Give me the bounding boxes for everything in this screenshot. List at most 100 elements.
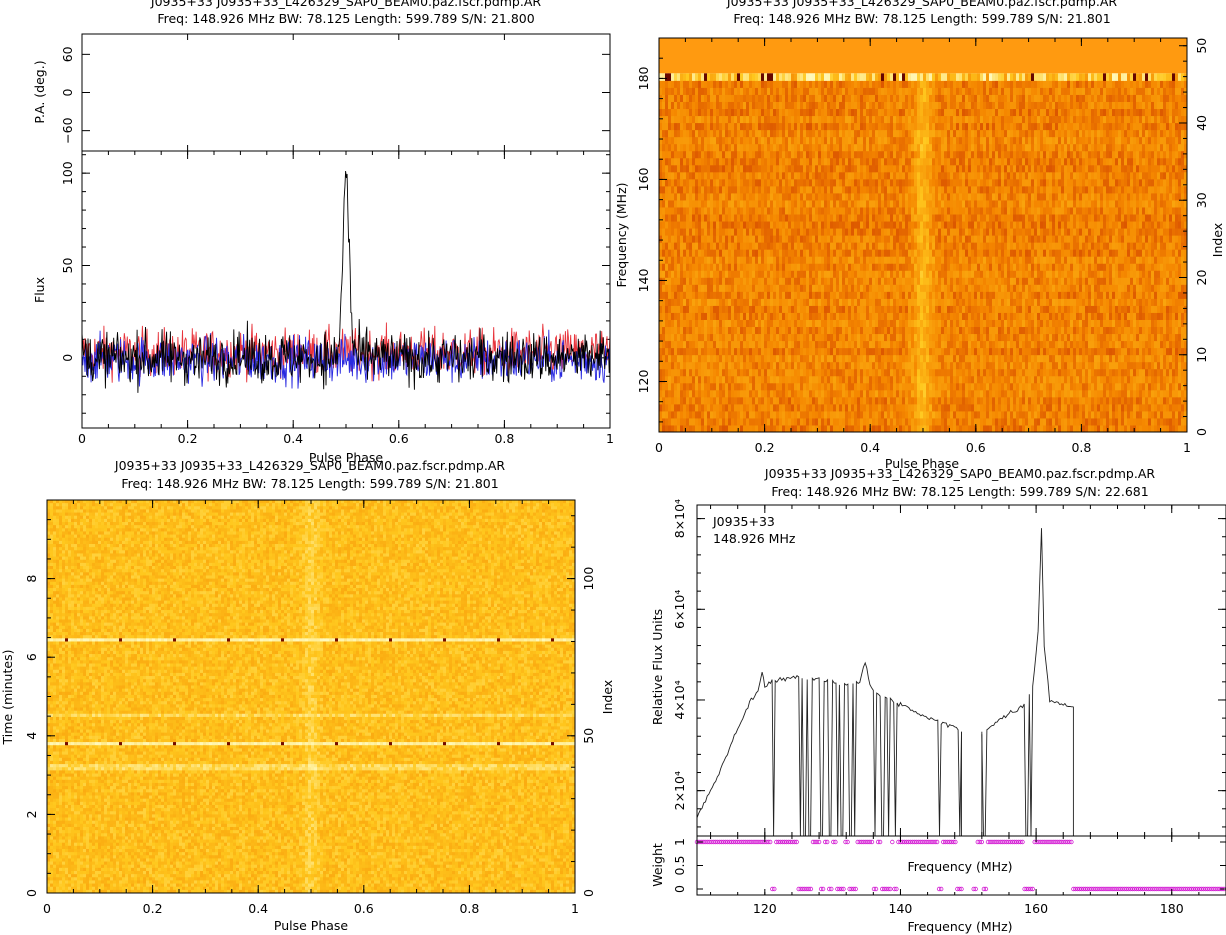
phasefreq-cell [659,242,662,250]
phasefreq-cell [1169,277,1172,285]
phasefreq-cell [998,270,1001,278]
phasefreq-cell [974,312,977,320]
phasefreq-cell [839,404,842,412]
phasefreq-cell [1103,284,1106,292]
phasefreq-cell [866,327,869,335]
phasefreq-cell [734,327,737,335]
phasefreq-cell [794,348,797,356]
phasefreq-cell [1142,334,1145,342]
phasefreq-cell [674,383,677,391]
phasefreq-cell [698,425,701,433]
phasefreq-cell [899,348,902,356]
phasefreq-cell [686,242,689,250]
phasefreq-cell [962,369,965,377]
phasefreq-cell [791,383,794,391]
phasefreq-cell [920,404,923,412]
phasefreq-cell [686,270,689,278]
phasefreq-cell [815,235,818,243]
phasefreq-cell [848,404,851,412]
phasefreq-cell [1043,305,1046,313]
phasefreq-cell [800,411,803,419]
phasefreq-cell [998,418,1001,426]
phasefreq-cell [1028,327,1031,335]
phasefreq-cell [947,397,950,405]
phasefreq-cell [677,235,680,243]
phasefreq-cell [983,305,986,313]
phasefreq-cell [707,284,710,292]
phasefreq-cell [1079,291,1082,299]
phasefreq-cell [866,348,869,356]
phasefreq-cell [1136,291,1139,299]
phasefreq-cell [1046,319,1049,327]
phasefreq-cell [728,418,731,426]
phasefreq-cell [1031,312,1034,320]
phasefreq-cell [983,249,986,257]
phasefreq-cell [776,263,779,271]
phasefreq-cell [869,390,872,398]
phasefreq-cell [695,291,698,299]
phasefreq-cell [830,256,833,264]
phasefreq-cell [1082,376,1085,384]
phasefreq-cell [1058,390,1061,398]
phasefreq-cell [803,411,806,419]
phasefreq-cell [1160,369,1163,377]
phasefreq-cell [851,327,854,335]
phasefreq-cell [797,284,800,292]
phasefreq-cell [815,362,818,370]
phasefreq-cell [1067,418,1070,426]
phasefreq-cell [818,270,821,278]
phasefreq-cell [695,341,698,349]
phasefreq-cell [1046,249,1049,257]
phasefreq-cell [1112,418,1115,426]
phasefreq-cell [746,390,749,398]
phasefreq-cell [1169,411,1172,419]
phasefreq-cell [821,312,824,320]
phasefreq-cell [1079,369,1082,377]
phasefreq-cell [1181,270,1184,278]
phasefreq-cell [893,305,896,313]
phasefreq-cell [1139,348,1142,356]
phasefreq-cell [989,397,992,405]
phasefreq-cell [737,418,740,426]
phasefreq-cell [1094,404,1097,412]
phasefreq-cell [1067,312,1070,320]
phasefreq-cell [1085,291,1088,299]
phasefreq-cell [1097,263,1100,271]
phasefreq-cell [1052,284,1055,292]
phasefreq-cell [992,327,995,335]
phasefreq-cell [1055,270,1058,278]
phasefreq-cell [923,319,926,327]
phasefreq-cell [752,411,755,419]
phasefreq-cell [752,256,755,264]
phasefreq-cell [665,319,668,327]
phasefreq-cell [1019,270,1022,278]
phasefreq-cell [827,235,830,243]
phasefreq-cell [1037,390,1040,398]
phasefreq-cell [743,397,746,405]
phasefreq-cell [845,305,848,313]
phasefreq-cell [683,291,686,299]
phasefreq-cell [1064,390,1067,398]
phasefreq-cell [671,312,674,320]
phasefreq-cell [1094,277,1097,285]
phasefreq-cell [1007,341,1010,349]
phasefreq-cell [974,305,977,313]
phasefreq-cell [1049,425,1052,433]
phasefreq-cell [1043,319,1046,327]
phasefreq-cell [833,348,836,356]
phasefreq-cell [737,270,740,278]
phasefreq-cell [794,369,797,377]
phasefreq-cell [1148,397,1151,405]
phasefreq-cell [1082,242,1085,250]
phasefreq-cell [812,263,815,271]
phasefreq-cell [857,355,860,363]
phasefreq-cell [857,305,860,313]
phasefreq-cell [1175,404,1178,412]
phasefreq-cell [1016,404,1019,412]
phasefreq-cell [923,376,926,384]
phasefreq-cell [1052,319,1055,327]
phasefreq-cell [1151,397,1154,405]
phasefreq-cell [974,249,977,257]
phasefreq-cell [749,390,752,398]
phasefreq-cell [791,355,794,363]
